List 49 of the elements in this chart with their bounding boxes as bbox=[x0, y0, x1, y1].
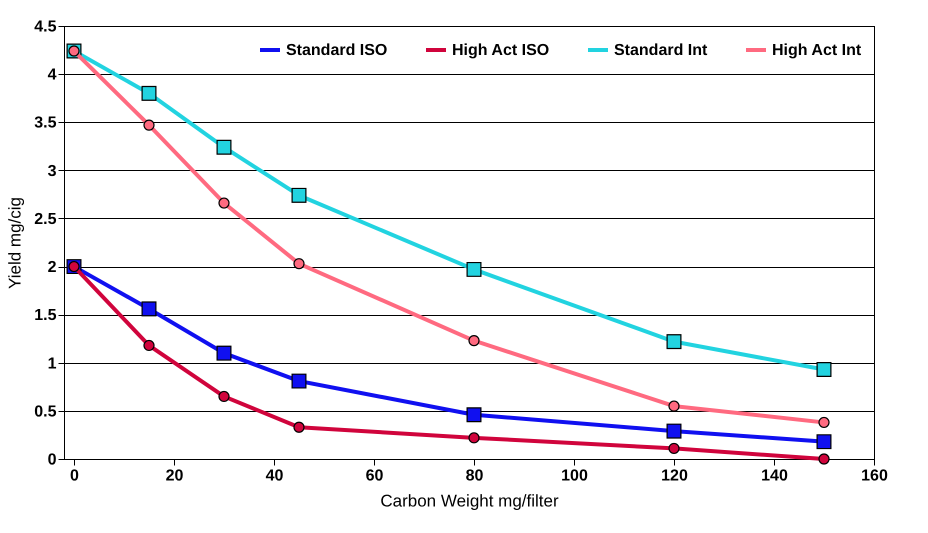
y-tick-label: 1 bbox=[48, 355, 57, 372]
x-tick-label: 20 bbox=[166, 468, 184, 484]
legend-label: High Act Int bbox=[772, 42, 862, 59]
point bbox=[216, 346, 232, 361]
x-tick-label: 80 bbox=[466, 468, 484, 484]
y-tick-label: 2 bbox=[48, 259, 57, 276]
point bbox=[816, 362, 832, 378]
x-tick-label: 40 bbox=[266, 468, 284, 484]
point bbox=[668, 400, 680, 412]
point bbox=[816, 434, 832, 450]
x-tick-label: 120 bbox=[661, 468, 688, 484]
point bbox=[293, 422, 305, 433]
x-tick-label: 160 bbox=[861, 468, 888, 484]
x-tick-label: 100 bbox=[561, 468, 588, 484]
y-tick-label: 0.5 bbox=[34, 403, 57, 420]
y-axis-title: Yield mg/cig bbox=[5, 197, 24, 289]
y-tick-label: 0 bbox=[48, 452, 57, 468]
x-tick-label: 0 bbox=[70, 468, 80, 484]
x-tick-label: 60 bbox=[366, 468, 384, 484]
point bbox=[218, 197, 230, 209]
legend-label: Standard ISO bbox=[286, 42, 388, 59]
point bbox=[818, 416, 830, 428]
point bbox=[142, 86, 156, 101]
point bbox=[666, 424, 682, 439]
point bbox=[142, 301, 156, 316]
legend-label: Standard Int bbox=[614, 42, 708, 59]
y-tick-label: 2.5 bbox=[34, 210, 57, 228]
point bbox=[292, 188, 306, 203]
x-axis-title: Carbon Weight mg/filter bbox=[380, 492, 559, 510]
point bbox=[466, 262, 482, 277]
y-tick-label: 3 bbox=[48, 162, 57, 180]
point bbox=[216, 140, 232, 155]
point bbox=[468, 335, 480, 346]
point bbox=[818, 453, 830, 465]
x-tick-label: 140 bbox=[761, 468, 788, 484]
y-tick-label: 1.5 bbox=[34, 307, 57, 324]
point bbox=[218, 390, 230, 402]
point bbox=[143, 120, 155, 131]
y-tick-label: 3.5 bbox=[34, 114, 57, 132]
point bbox=[293, 258, 305, 270]
legend-label: High Act ISO bbox=[452, 42, 550, 59]
point bbox=[668, 442, 680, 454]
point bbox=[468, 432, 480, 444]
point bbox=[292, 374, 306, 389]
point bbox=[666, 334, 682, 350]
point bbox=[143, 340, 155, 352]
y-tick-label: 4.5 bbox=[34, 18, 57, 36]
y-tick-label: 4 bbox=[48, 66, 57, 84]
point bbox=[466, 407, 482, 422]
